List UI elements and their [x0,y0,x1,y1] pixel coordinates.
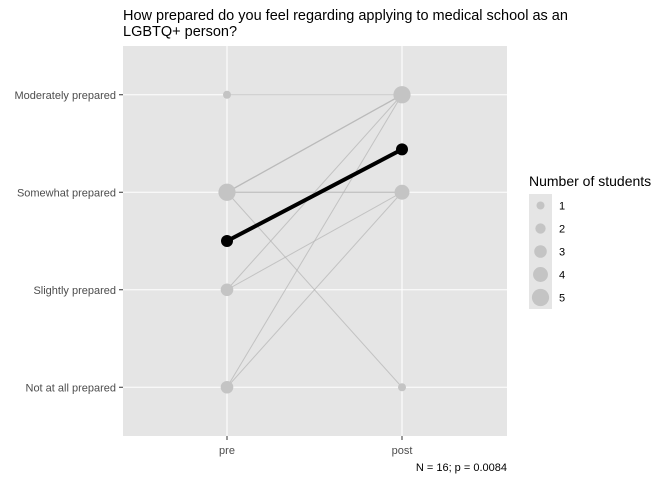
transition-line-7 [226,94,403,388]
data-points [218,86,411,394]
transition-line-8 [226,191,403,388]
x-tick-label-post: post [392,445,413,457]
mean-change-line [221,143,408,247]
chart-caption: N = 16; p = 0.0084 [416,462,507,474]
legend-key-4 [533,267,548,282]
transition-line-2 [226,94,403,193]
legend-label-5: 5 [559,293,565,305]
y-tick-label-1: Not at all prepared [26,382,117,394]
axes: Not at all prepared Slightly prepared Some… [14,90,412,457]
data-point-pre-4 [223,90,231,99]
data-point-pre-1 [220,380,234,394]
data-point-post-1 [398,383,406,392]
data-point-post-4 [393,86,411,104]
legend-key-2 [535,223,546,234]
transition-line-5 [226,94,403,291]
mean-line [226,147,403,243]
legend-label-3: 3 [559,247,565,259]
legend-label-4: 4 [559,270,565,282]
legend: 1 2 3 4 5 [529,194,565,309]
y-tick-label-4: Moderately prepared [14,90,116,102]
mean-point-post [396,143,408,156]
legend-key-3 [534,245,547,258]
data-point-post-3 [394,184,410,200]
y-tick-label-2: Slightly prepared [33,285,116,297]
legend-title: Number of students [529,173,651,189]
y-tick-label-3: Somewhat prepared [17,187,116,199]
legend-key-5 [531,288,550,307]
data-point-pre-2 [220,283,234,297]
x-tick-label-pre: pre [219,445,235,457]
transition-lines [226,94,403,388]
mean-point-pre [221,235,233,247]
data-point-pre-3 [218,183,236,201]
chart-title-line-1: How prepared do you feel regarding apply… [123,8,568,24]
chart-title-line-2: LGBTQ+ person? [123,24,237,40]
legend-label-2: 2 [559,224,565,236]
legend-label-1: 1 [559,201,565,213]
legend-key-1 [536,201,545,210]
